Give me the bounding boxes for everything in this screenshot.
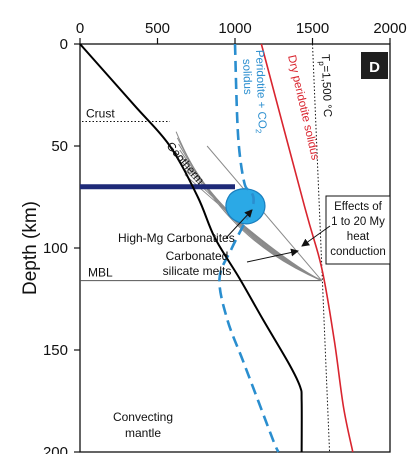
effects-label-2: 1 to 20 My (331, 216, 385, 228)
x-axis-ticks: 0 500 1000 1500 2000 (76, 20, 407, 44)
panel-label: D (369, 59, 380, 76)
crust-label: Crust (86, 107, 115, 121)
effects-arrow (301, 225, 331, 247)
y-tick-label: 50 (51, 138, 68, 155)
panel-label-box (361, 52, 388, 79)
y-tick-label: 200 (43, 444, 68, 454)
carbonatite-melt-blob (225, 188, 266, 225)
series-co2-peridotite-solidus (218, 43, 280, 453)
effects-label-4: conduction (330, 246, 386, 258)
series-dry-peridotite-solidus (260, 43, 354, 453)
x-tick-label: 500 (145, 20, 170, 37)
x-tick-label: 0 (76, 20, 84, 37)
high-mg-label: High-Mg Carbonatites (118, 231, 235, 245)
co2-solidus-label: Peridotite + CO2 (251, 50, 268, 134)
carbonated-arrow (246, 248, 299, 263)
y-tick-label: 0 (60, 36, 68, 53)
potential-temperature-line (312, 43, 331, 453)
carbonated-label-2: silicate melts (163, 264, 232, 278)
conduction-geotherm (184, 174, 323, 282)
series-geotherm (79, 43, 303, 453)
co2-solidus-label-2: solidus (240, 59, 253, 95)
carbonated-label-1: Carbonated (166, 249, 229, 263)
y-axis-title: Depth (km) (20, 201, 41, 295)
potential-temperature-label: Tp=1,500 °C (317, 54, 333, 118)
convecting-label-2: mantle (125, 426, 161, 440)
y-tick-label: 100 (43, 240, 68, 257)
geotherm-label: Geotherm (164, 140, 206, 187)
effects-box (325, 195, 391, 265)
x-tick-label: 1500 (296, 20, 329, 37)
mbl-label: MBL (88, 266, 113, 280)
effects-label-1: Effects of (334, 201, 383, 213)
x-tick-label: 1000 (218, 20, 251, 37)
high-mg-arrow (225, 209, 253, 239)
conduction-geotherm (206, 145, 323, 281)
convecting-label-1: Convecting (113, 410, 173, 424)
y-tick-label: 150 (43, 342, 68, 359)
effects-label-3: heat (347, 231, 370, 243)
x-tick-label: 2000 (373, 20, 406, 37)
y-axis-ticks: 0 50 100 150 200 (43, 36, 80, 454)
